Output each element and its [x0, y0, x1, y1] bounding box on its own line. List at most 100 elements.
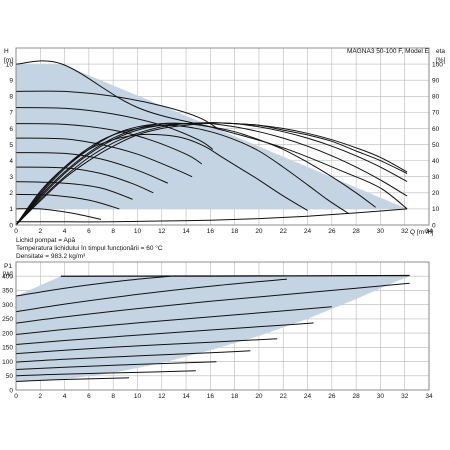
- y-tick-label: 100: [2, 359, 13, 366]
- eta-axis-label: eta: [436, 48, 445, 55]
- eta-tick-label: 10: [432, 206, 440, 213]
- x-tick-label: 32: [401, 228, 409, 235]
- x-tick-label: 10: [134, 228, 142, 235]
- y-tick-label: 50: [6, 373, 14, 380]
- head-curves: [15, 60, 408, 226]
- power-curve-2: [15, 278, 287, 313]
- power-plot-frame: [15, 261, 430, 391]
- head-curve-6: [15, 166, 154, 194]
- head-plot-frame: [15, 47, 430, 226]
- power-curve-8: [15, 361, 217, 370]
- x-tick-label: 8: [111, 228, 115, 235]
- eta-tick-label: 0: [432, 222, 436, 229]
- power-curve-10: [15, 377, 130, 382]
- y-tick-label: 0: [9, 222, 13, 229]
- head-curve-4: [15, 137, 193, 178]
- flow-axis-label: Q [m³/h]: [410, 229, 434, 236]
- x-tick-label: 18: [231, 228, 239, 235]
- x-tick-label: 2: [38, 393, 42, 400]
- head-operating-area: [16, 64, 408, 209]
- power-curves: [15, 274, 410, 382]
- head-curve-1: [15, 90, 218, 129]
- power-operating-area: [16, 276, 410, 382]
- x-tick-label: 6: [87, 393, 91, 400]
- eta-tick-label: 70: [432, 110, 440, 117]
- x-tick-label: 6: [87, 228, 91, 235]
- eta-y-ticks: 0 10 20 30 40 50 60 70 80 90 100: [432, 61, 443, 229]
- power-curve-5: [15, 322, 314, 345]
- x-tick-label: 20: [255, 228, 263, 235]
- x-tick-label: 18: [231, 393, 239, 400]
- y-tick-label: 9: [9, 77, 13, 84]
- chart-title: MAGNA3 50-100 F, Model E: [347, 48, 430, 55]
- y-tick-label: 2: [9, 190, 13, 197]
- eta-tick-label: 80: [432, 94, 440, 101]
- y-tick-label: 1: [9, 206, 13, 213]
- y-tick-label: 7: [9, 110, 13, 117]
- power-curve-6: [15, 338, 278, 355]
- y-tick-label: 250: [2, 316, 13, 323]
- head-curve-3: [15, 123, 203, 165]
- head-curve-17: [16, 208, 408, 223]
- eta-tick-label: 50: [432, 142, 440, 149]
- eta-axis-unit: [%]: [436, 57, 446, 64]
- power-curve-4: [15, 306, 332, 335]
- x-tick-label: 8: [111, 393, 115, 400]
- eta-tick-label: 100: [432, 61, 443, 68]
- x-tick-label: 26: [328, 393, 336, 400]
- head-axis-unit: [m]: [4, 57, 13, 64]
- y-tick-label: 200: [2, 330, 13, 337]
- y-tick-label: 6: [9, 126, 13, 133]
- power-axis-label: P1: [4, 263, 12, 270]
- x-tick-label: 22: [280, 228, 288, 235]
- head-axis-label: H: [4, 48, 9, 55]
- head-curve-2: [15, 107, 214, 150]
- y-tick-label: 400: [2, 274, 13, 281]
- eta-tick-label: 90: [432, 77, 440, 84]
- x-tick-label: 28: [353, 393, 361, 400]
- y-tick-label: 10: [6, 61, 14, 68]
- liquid-temperature-note: Temperatura lichidului în timpul funcțio…: [16, 245, 163, 252]
- y-tick-label: 300: [2, 302, 13, 309]
- y-tick-label: 3: [9, 174, 13, 181]
- x-tick-label: 30: [377, 228, 385, 235]
- y-tick-label: 5: [9, 142, 13, 149]
- y-tick-label: 0: [9, 387, 13, 394]
- head-curve-8: [15, 193, 120, 210]
- y-tick-label: 4: [9, 158, 13, 165]
- y-tick-label: 150: [2, 345, 13, 352]
- head-curve-7: [15, 181, 133, 200]
- x-tick-label: 14: [182, 228, 190, 235]
- x-tick-label: 10: [134, 393, 142, 400]
- head-curve-9: [15, 208, 102, 220]
- eta-tick-label: 30: [432, 174, 440, 181]
- x-tick-label: 24: [304, 228, 312, 235]
- head-curve-11: [15, 124, 350, 226]
- y-tick-label: 350: [2, 288, 13, 295]
- x-tick-label: 16: [207, 228, 215, 235]
- x-tick-label: 14: [182, 393, 190, 400]
- power-x-ticks: 0 2 4 6 8 10 12 14 16 18 20 22 24 26 28 30 32 34: [14, 393, 433, 400]
- head-curve-12: [15, 122, 376, 226]
- x-tick-label: 20: [255, 393, 263, 400]
- x-tick-label: 22: [280, 393, 288, 400]
- power-curve-7: [15, 350, 251, 363]
- power-axis-unit: [W]: [3, 271, 13, 278]
- eta-tick-label: 40: [432, 158, 440, 165]
- x-tick-label: 2: [38, 228, 42, 235]
- x-tick-label: 32: [401, 393, 409, 400]
- pumped-liquid-note: Lichid pompat = Apă: [16, 237, 76, 244]
- x-tick-label: 0: [14, 393, 18, 400]
- x-tick-label: 4: [63, 228, 67, 235]
- density-note: Densitate = 983.2 kg/m³: [16, 253, 86, 260]
- head-y-ticks: 0 1 2 3 4 5 6 7 8 9 10: [6, 61, 14, 229]
- power-curve-9: [15, 370, 196, 377]
- x-tick-label: 24: [304, 393, 312, 400]
- head-curve-16: [15, 122, 408, 226]
- y-tick-label: 8: [9, 94, 13, 101]
- x-tick-label: 28: [353, 228, 361, 235]
- x-tick-label: 26: [328, 228, 336, 235]
